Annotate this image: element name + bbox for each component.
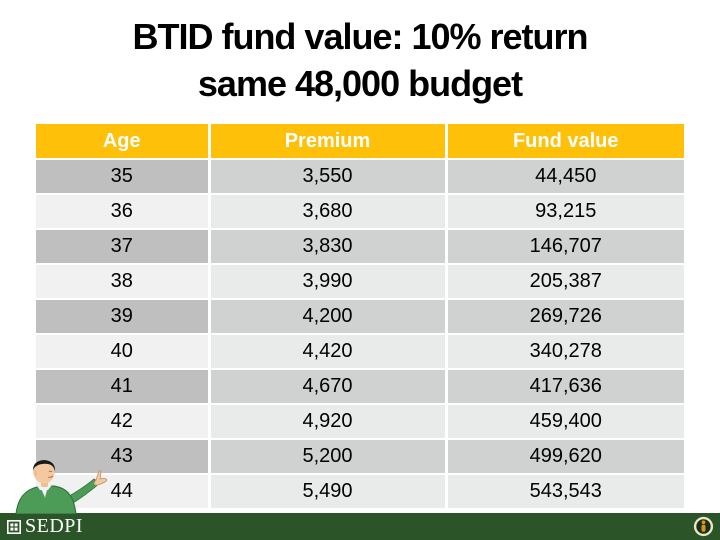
table-cell: 4,920 [209,404,448,440]
table-cell: 543,543 [446,474,684,508]
table-header-cell: Premium [209,124,448,160]
table-cell: 40 [36,334,211,370]
table-cell: 93,215 [446,194,684,230]
info-seal-icon[interactable] [693,516,714,537]
table-cell: 4,420 [209,334,448,370]
table-cell: 417,636 [446,369,684,405]
table-header-row: Age Premium Fund value [36,124,684,160]
table-cell: 44,450 [446,159,684,195]
table-header-cell: Fund value [446,124,684,160]
table-cell: 340,278 [446,334,684,370]
sedpi-square-logo-icon [7,519,21,534]
table-cell: 499,620 [446,439,684,475]
table-cell: 4,200 [209,299,448,335]
table-cell: 5,490 [209,474,448,508]
table-cell: 459,400 [446,404,684,440]
table-row: 40 4,420 340,278 [36,334,684,370]
table-cell: 3,680 [209,194,448,230]
table-header-cell: Age [36,124,211,160]
table-cell: 42 [36,404,211,440]
table-row: 35 3,550 44,450 [36,159,684,195]
table-cell: 35 [36,159,211,195]
table-row: 43 5,200 499,620 [36,439,684,475]
table-cell: 38 [36,264,211,300]
table-cell: 146,707 [446,229,684,265]
table-cell: 5,200 [209,439,448,475]
title-line-1: BTID fund value: 10% return [132,16,588,57]
table-row: 42 4,920 459,400 [36,404,684,440]
table-cell: 39 [36,299,211,335]
title-line-2: same 48,000 budget [197,62,523,104]
brand-name: SEDPI [25,514,84,537]
table-cell: 3,830 [209,229,448,265]
table-row: 38 3,990 205,387 [36,264,684,300]
table-cell: 41 [36,369,211,405]
table-cell: 4,670 [209,369,448,405]
brand: SEDPI [7,516,83,538]
table-row: 44 5,490 543,543 [36,474,684,508]
table-cell: 43 [36,439,211,475]
table-row: 41 4,670 417,636 [36,369,684,405]
footer-bar: SEDPI [0,513,720,540]
table-cell: 36 [36,194,211,230]
table-cell: 3,550 [209,159,448,195]
page-title: BTID fund value: 10% return same 48,000 … [0,14,720,108]
table-cell: 37 [36,229,211,265]
fund-value-table: Age Premium Fund value 35 3,550 44,450 36 3,68… [36,124,684,508]
table-row: 37 3,830 146,707 [36,229,684,265]
presenter-character [15,460,108,514]
table-row: 36 3,680 93,215 [36,194,684,230]
table-cell: 269,726 [446,299,684,335]
table-cell: 205,387 [446,264,684,300]
table-row: 39 4,200 269,726 [36,299,684,335]
table-cell: 3,990 [209,264,448,300]
